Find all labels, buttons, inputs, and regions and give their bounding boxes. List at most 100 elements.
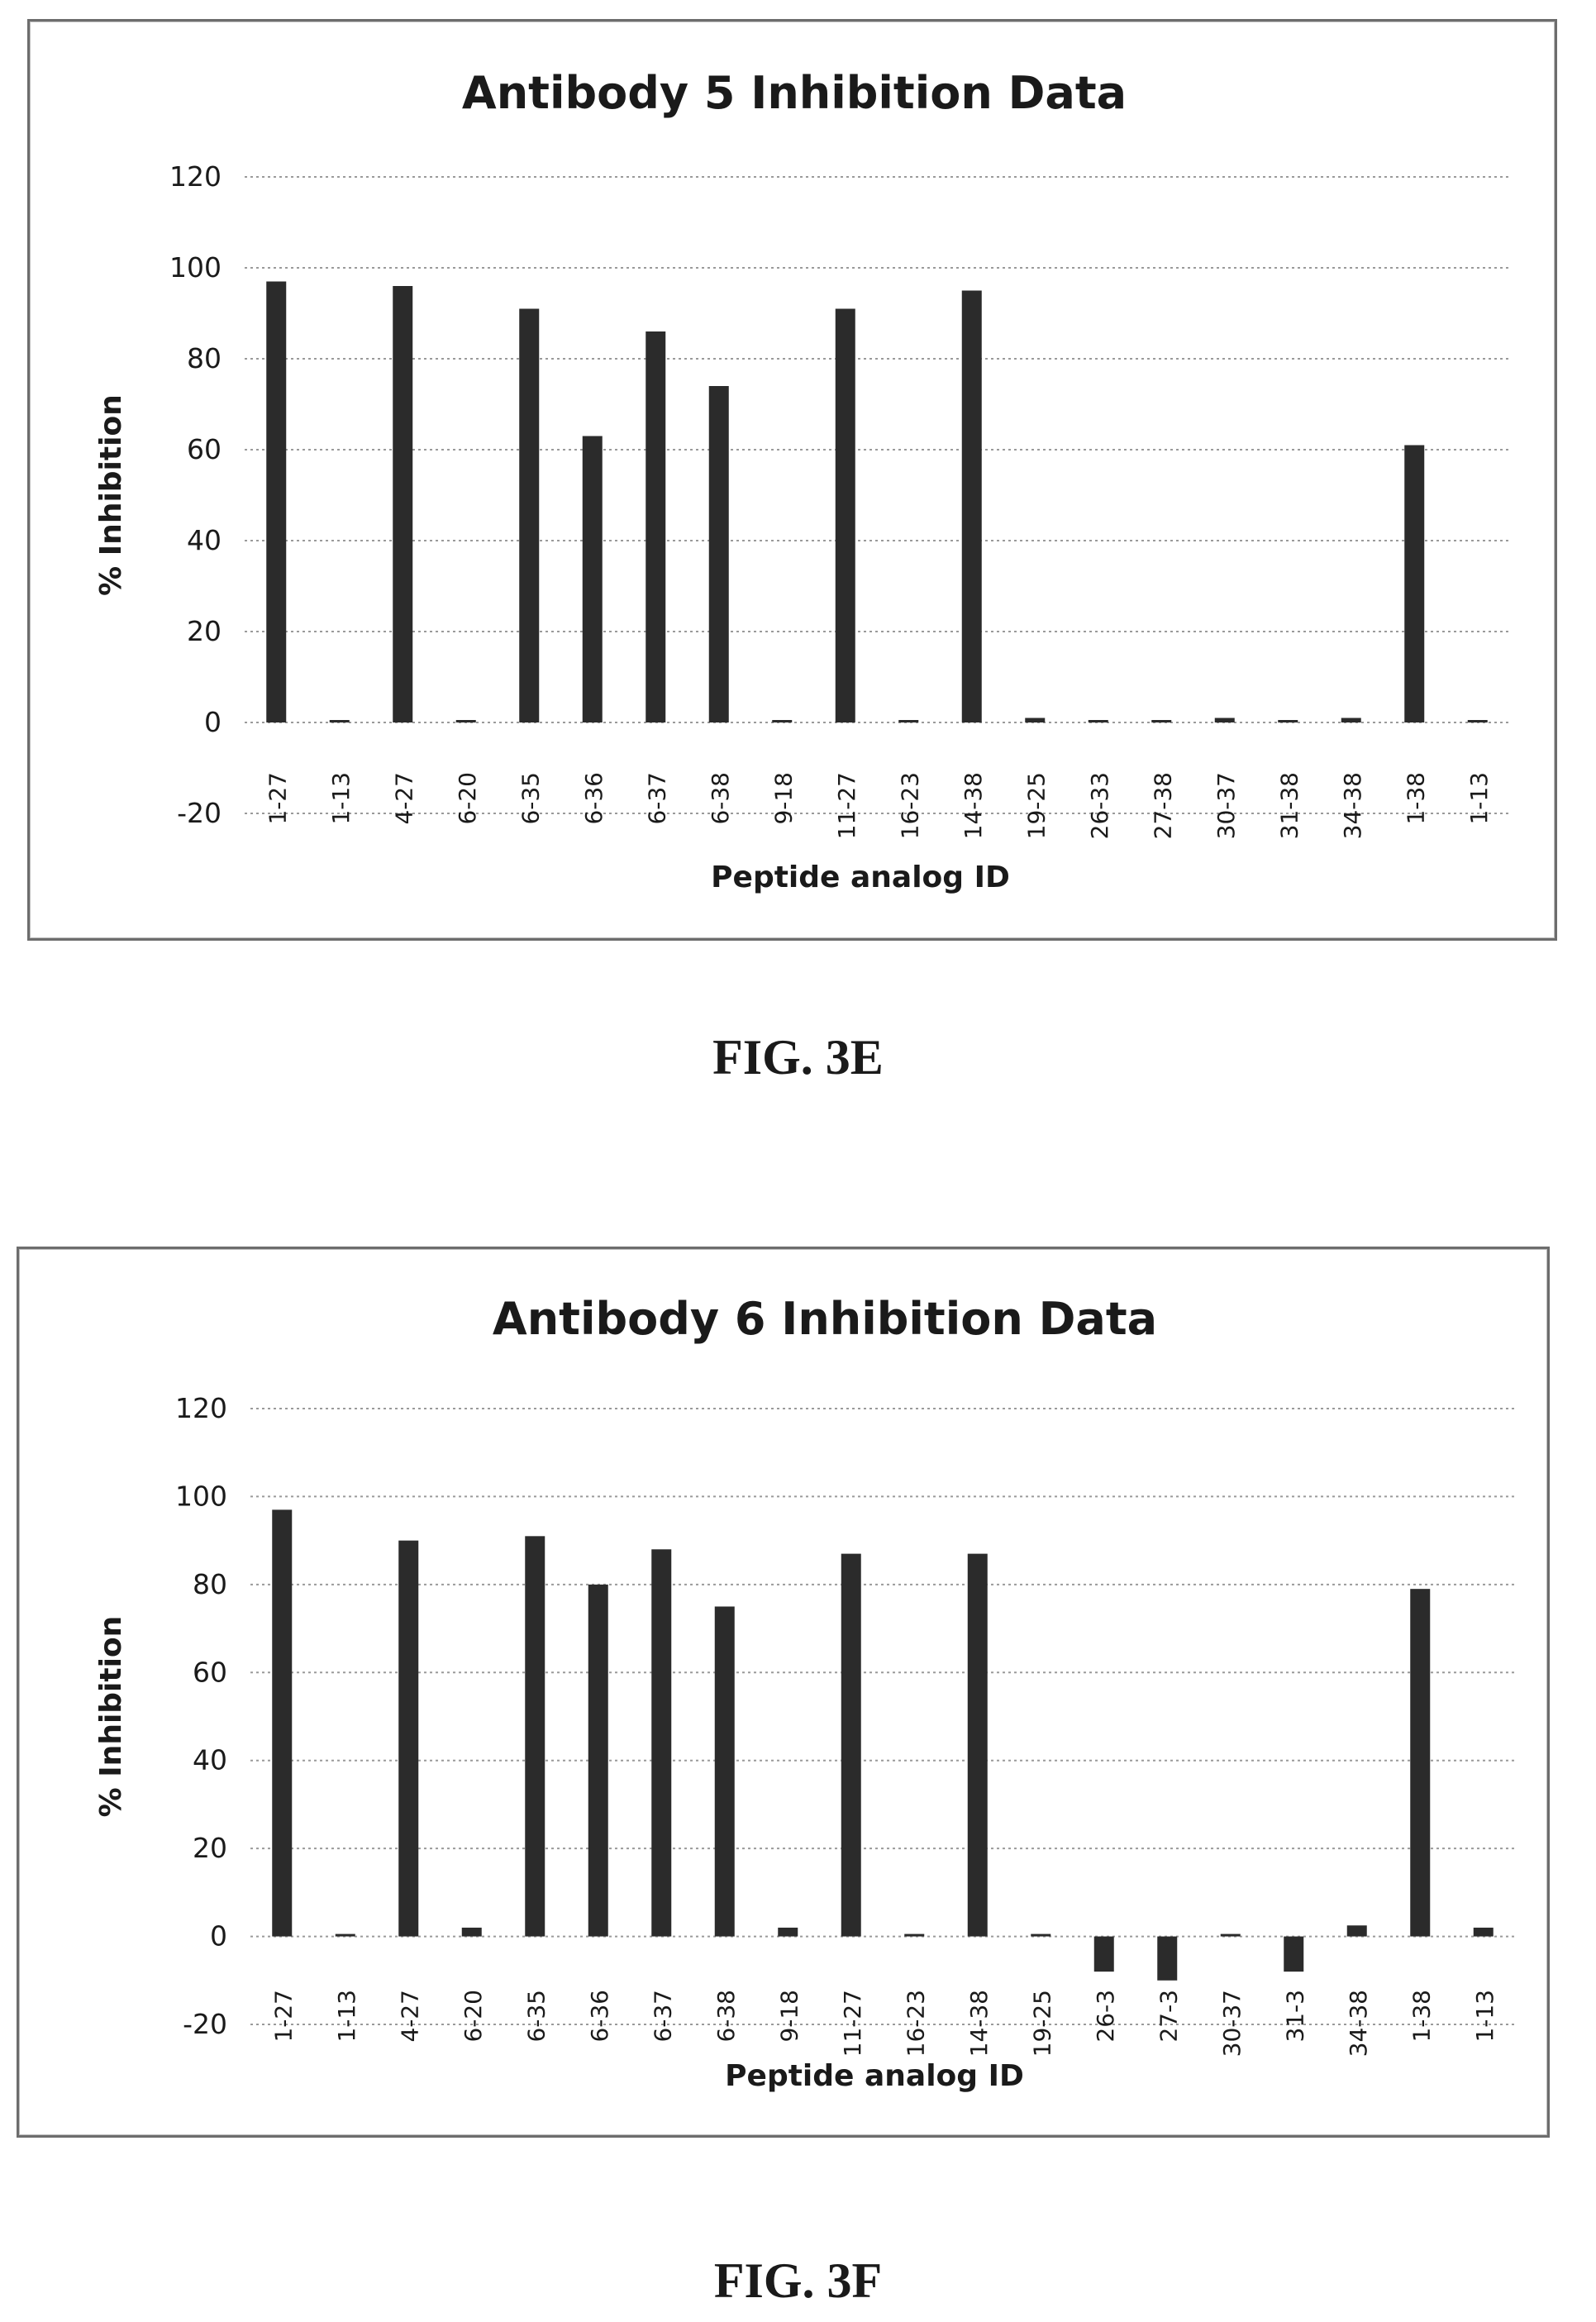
chart-title: Antibody 6 Inhibition Data: [493, 1293, 1157, 1345]
x-tick-label: 4-27: [396, 1990, 423, 2043]
y-axis-label: % Inhibition: [94, 394, 128, 596]
figure-3f-caption: FIG. 3F: [713, 2253, 883, 2308]
y-tick-label: 100: [169, 251, 222, 284]
bar: [461, 1927, 482, 1937]
bar: [835, 308, 855, 722]
y-tick-label: 80: [187, 342, 222, 374]
bar: [1088, 720, 1108, 722]
bar: [455, 720, 476, 722]
bar: [1341, 718, 1361, 722]
x-tick-label: 1-38: [1402, 772, 1429, 825]
x-tick-label: 1-13: [1465, 772, 1493, 825]
x-tick-label: 6-37: [649, 1990, 676, 2043]
y-tick-label: 100: [175, 1480, 227, 1512]
x-tick-label: 31-38: [1275, 772, 1303, 839]
bar: [1093, 1936, 1114, 1972]
x-tick-label: 19-25: [1022, 772, 1050, 839]
chart-e-svg: Antibody 5 Inhibition Data -20 0 20 40 60 80 10…: [94, 67, 1509, 894]
chart-title: Antibody 5 Inhibition Data: [462, 67, 1127, 119]
bar: [961, 290, 982, 722]
x-tick-label: 9-18: [775, 1990, 803, 2043]
x-tick-label: 11-27: [833, 772, 860, 839]
bar: [904, 1933, 925, 1937]
x-tick-label: 16-23: [896, 772, 923, 839]
bar: [588, 1584, 608, 1937]
x-tick-label: 26-33: [1086, 772, 1113, 839]
x-tick-label: 27-3: [1155, 1990, 1182, 2043]
y-tick-label: 0: [204, 706, 222, 738]
y-axis-label: % Inhibition: [94, 1616, 128, 1818]
x-tick-label: 30-37: [1218, 1990, 1246, 2057]
x-tick-label: 6-36: [580, 772, 607, 825]
y-tick-label: 120: [175, 1392, 227, 1424]
x-tick-label: 26-3: [1092, 1990, 1119, 2043]
y-tick-label: 60: [193, 1656, 227, 1688]
bar: [329, 720, 350, 722]
bar: [1410, 1589, 1431, 1937]
bar: [1346, 1925, 1367, 1937]
bar: [1278, 720, 1298, 722]
y-tick-label: 120: [169, 160, 222, 193]
bar: [772, 720, 793, 722]
bar: [266, 281, 287, 722]
x-tick-label: 6-38: [712, 1990, 740, 2043]
x-tick-label: 6-20: [454, 772, 481, 825]
x-tick-label: 30-37: [1212, 772, 1240, 839]
y-tick-label: 40: [193, 1744, 227, 1776]
bar: [272, 1509, 293, 1937]
x-tick-label: 1-27: [269, 1990, 297, 2043]
x-tick-label: 14-38: [960, 772, 987, 839]
x-tick-label: 34-38: [1339, 772, 1366, 839]
bar: [1031, 1933, 1051, 1937]
bar: [398, 1540, 419, 1937]
bar: [1157, 1936, 1178, 1981]
x-tick-label: 27-38: [1149, 772, 1176, 839]
x-tick-label: 1-13: [1471, 1990, 1498, 2043]
x-tick-label: 6-35: [517, 772, 544, 825]
y-tick-label: -20: [183, 2008, 227, 2040]
chart-f-svg: Antibody 6 Inhibition Data -20 0 20 40 60 80 10…: [94, 1293, 1515, 2093]
x-tick-label: 6-35: [522, 1990, 550, 2043]
bar: [708, 386, 729, 722]
bar: [1214, 718, 1235, 722]
bar: [1404, 445, 1425, 722]
x-tick-label: 6-37: [643, 772, 670, 825]
x-tick-label: 1-38: [1408, 1990, 1435, 2043]
y-tick-label: -20: [177, 797, 222, 829]
x-tick-label: 11-27: [839, 1990, 866, 2057]
bar: [335, 1933, 355, 1937]
x-tick-label: 16-23: [902, 1990, 929, 2057]
y-tick-label: 80: [193, 1568, 227, 1600]
figure-3f-chart: Antibody 6 Inhibition Data -20 0 20 40 60 80 10…: [17, 1247, 1550, 2138]
bar: [898, 720, 919, 722]
bar: [714, 1606, 735, 1937]
x-axis-label: Peptide analog ID: [711, 861, 1010, 894]
bar: [582, 436, 603, 722]
y-tick-label: 60: [187, 433, 222, 465]
bar: [1025, 718, 1046, 722]
bar: [1220, 1933, 1241, 1937]
x-tick-label: 6-38: [707, 772, 734, 825]
x-tick-label: 1-13: [333, 1990, 360, 2043]
x-axis-label: Peptide analog ID: [725, 2059, 1024, 2093]
bar: [393, 286, 413, 722]
y-tick-label: 20: [187, 615, 222, 647]
figure-3e-chart: Antibody 5 Inhibition Data -20 0 20 40 60 80 10…: [27, 19, 1557, 941]
bar: [1467, 720, 1488, 722]
x-tick-label: 6-20: [460, 1990, 487, 2043]
bar: [651, 1549, 672, 1937]
bar: [1151, 720, 1172, 722]
y-tick-label: 0: [210, 1920, 227, 1952]
x-tick-label: 9-18: [769, 772, 797, 825]
bar: [519, 308, 540, 722]
figure-3e-caption: FIG. 3E: [712, 1030, 884, 1085]
x-tick-label: 14-38: [965, 1990, 993, 2057]
bar: [1473, 1927, 1494, 1937]
y-tick-label: 40: [187, 524, 222, 556]
x-tick-label: 34-38: [1345, 1990, 1372, 2057]
bar: [1284, 1936, 1304, 1972]
x-tick-label: 6-36: [586, 1990, 613, 2043]
x-tick-label: 1-13: [327, 772, 355, 825]
bar: [841, 1553, 861, 1937]
bar: [646, 331, 666, 722]
